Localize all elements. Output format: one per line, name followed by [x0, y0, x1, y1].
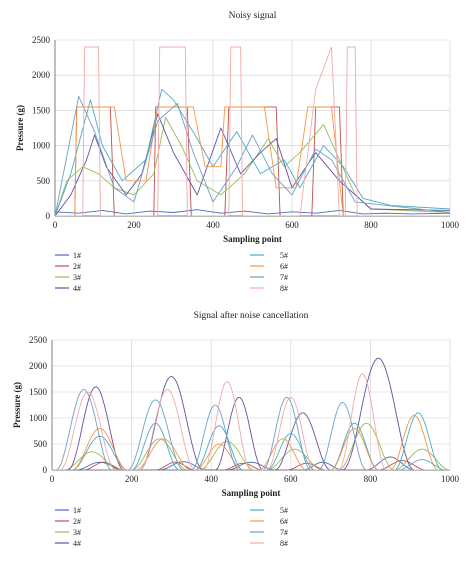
x-tick-label: 800 — [364, 220, 378, 230]
series-line-7 — [52, 388, 450, 470]
chart-noisy-signal: Noisy signal 0 500 1000 1500 2000 2500 0 200 400 6… — [15, 11, 460, 293]
legend-label-7: 7# — [280, 528, 288, 537]
y-tick-label: 2000 — [29, 361, 48, 371]
series-line-8 — [52, 373, 450, 470]
x-tick-label: 0 — [53, 220, 58, 230]
y-tick-label: 2500 — [29, 335, 48, 345]
legend-label-4: 4# — [73, 539, 81, 548]
x-tick-label: 400 — [206, 220, 220, 230]
legend-label-6: 6# — [280, 517, 288, 526]
legend-label-1: 1# — [73, 251, 81, 260]
y-axis-label: Pressure (g) — [15, 105, 25, 151]
legend-label-3: 3# — [73, 528, 81, 537]
y-axis-label: Pressure (g) — [12, 382, 22, 428]
series-line-7 — [55, 95, 450, 216]
series-line-2 — [52, 460, 450, 470]
y-tick-label: 2000 — [32, 70, 51, 80]
legend-label-3: 3# — [73, 273, 81, 282]
series-line-3 — [52, 422, 450, 470]
chart-title: Signal after noise cancellation — [194, 310, 309, 321]
x-tick-label: 200 — [125, 474, 139, 484]
legend-label-5: 5# — [280, 506, 288, 515]
legend: 1# 2# 3# 4# 5# 6# 7# 8# — [55, 506, 288, 548]
x-tick-label: 200 — [127, 220, 141, 230]
legend: 1# 2# 3# 4# 5# 6# 7# 8# — [55, 251, 288, 293]
series-line-6 — [55, 106, 450, 216]
x-tick-label: 600 — [284, 474, 298, 484]
legend-label-7: 7# — [280, 273, 288, 282]
legend-label-2: 2# — [73, 517, 81, 526]
y-tick-label: 500 — [34, 439, 48, 449]
x-tick-label: 600 — [285, 220, 299, 230]
y-tick-label: 2500 — [32, 35, 51, 45]
series-line-4 — [55, 113, 450, 216]
legend-label-5: 5# — [280, 251, 288, 260]
x-axis-label: Sampling point — [223, 234, 282, 244]
legend-label-4: 4# — [73, 284, 81, 293]
legend-label-8: 8# — [280, 284, 288, 293]
x-tick-label: 800 — [364, 474, 378, 484]
legend-label-6: 6# — [280, 262, 288, 271]
legend-label-8: 8# — [280, 539, 288, 548]
legend-label-1: 1# — [73, 506, 81, 515]
series-line-6 — [52, 415, 450, 470]
y-tick-label: 0 — [43, 465, 48, 475]
y-tick-label: 1500 — [32, 105, 51, 115]
series-group — [52, 357, 450, 470]
y-tick-label: 0 — [46, 211, 51, 221]
series-line-4 — [52, 357, 450, 470]
x-tick-label: 1000 — [441, 220, 460, 230]
series-group — [55, 46, 450, 216]
y-tick-label: 1000 — [32, 141, 51, 151]
chart-noise-cancelled: Signal after noise cancellation 0 500 1000 1… — [12, 310, 460, 548]
chart-title: Noisy signal — [229, 11, 277, 21]
legend-label-2: 2# — [73, 262, 81, 271]
y-tick-label: 500 — [37, 176, 51, 186]
series-line-5 — [52, 412, 450, 470]
series-line-8 — [55, 46, 450, 216]
y-tick-label: 1500 — [29, 387, 48, 397]
x-tick-label: 1000 — [441, 474, 460, 484]
y-tick-label: 1000 — [29, 413, 48, 423]
x-tick-label: 400 — [204, 474, 218, 484]
x-axis-label: Sampling point — [222, 488, 281, 498]
x-tick-label: 0 — [50, 474, 55, 484]
series-line-1 — [55, 209, 450, 215]
